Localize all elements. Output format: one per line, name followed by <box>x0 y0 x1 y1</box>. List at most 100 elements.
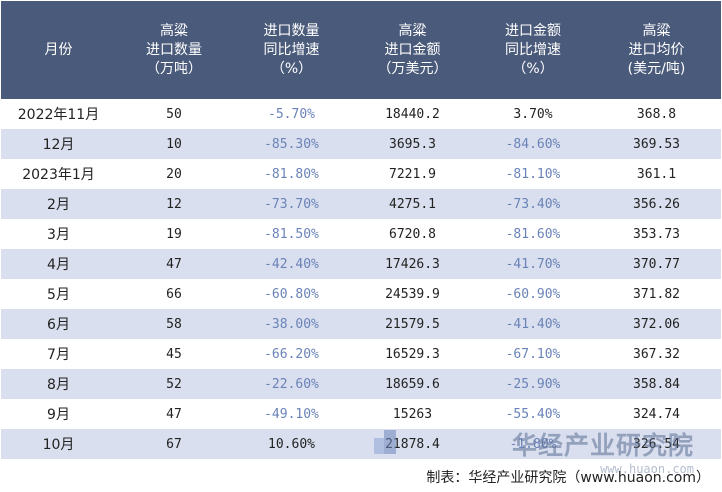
table-row: 8月 52 -22.60% 18659.6 -25.90% 358.84 <box>1 369 721 399</box>
cell-quantity-yoy: 10.60% <box>232 429 351 459</box>
cell-amount-yoy: -81.10% <box>474 159 592 189</box>
cell-import-amount: 17426.3 <box>351 249 474 279</box>
cell-month: 9月 <box>1 399 116 429</box>
cell-quantity-yoy: -81.80% <box>232 159 351 189</box>
header-amount-yoy: 进口金额 同比增速 （%） <box>474 1 592 99</box>
header-line: 高粱 <box>642 22 671 39</box>
cell-import-quantity: 66 <box>116 279 232 309</box>
cell-import-amount: 21579.5 <box>351 309 474 339</box>
cell-import-amount: 24539.9 <box>351 279 474 309</box>
cell-amount-yoy: -1.80% <box>474 429 592 459</box>
cell-quantity-yoy: -49.10% <box>232 399 351 429</box>
header-line: （万吨） <box>146 60 202 77</box>
header-average-price: 高粱 进口均价 (美元/吨) <box>592 1 721 99</box>
header-import-quantity: 高粱 进口数量 （万吨） <box>116 1 232 99</box>
header-line: 进口数量 <box>146 41 202 58</box>
table-row: 10月 67 10.60% 21878.4 -1.80% 326.54 <box>1 429 721 459</box>
cell-amount-yoy: -84.60% <box>474 129 592 159</box>
cell-import-amount: 4275.1 <box>351 189 474 219</box>
header-line: (美元/吨) <box>627 60 686 77</box>
cell-amount-yoy: -67.10% <box>474 339 592 369</box>
table-row: 2022年11月 50 -5.70% 18440.2 3.70% 368.8 <box>1 99 721 129</box>
cell-month: 2022年11月 <box>1 99 116 129</box>
cell-month: 2月 <box>1 189 116 219</box>
table-body: 2022年11月 50 -5.70% 18440.2 3.70% 368.8 12月 10 -8… <box>1 99 721 459</box>
cell-average-price: 353.73 <box>592 219 721 249</box>
table-row: 4月 47 -42.40% 17426.3 -41.70% 370.77 <box>1 249 721 279</box>
cell-quantity-yoy: -22.60% <box>232 369 351 399</box>
cell-import-amount: 7221.9 <box>351 159 474 189</box>
cell-month: 2023年1月 <box>1 159 116 189</box>
cell-quantity-yoy: -42.40% <box>232 249 351 279</box>
cell-import-quantity: 12 <box>116 189 232 219</box>
cell-import-quantity: 58 <box>116 309 232 339</box>
table-row: 12月 10 -85.30% 3695.3 -84.60% 369.53 <box>1 129 721 159</box>
cell-import-amount: 6720.8 <box>351 219 474 249</box>
cell-import-amount: 21878.4 <box>351 429 474 459</box>
table-row: 6月 58 -38.00% 21579.5 -41.40% 372.06 <box>1 309 721 339</box>
cell-quantity-yoy: -66.20% <box>232 339 351 369</box>
cell-import-quantity: 52 <box>116 369 232 399</box>
cell-import-quantity: 10 <box>116 129 232 159</box>
header-row: 月份 高粱 进口数量 （万吨） 进口数量 同比增速 （%） 高粱 进口金额 （万… <box>1 1 721 99</box>
cell-import-quantity: 47 <box>116 399 232 429</box>
cell-quantity-yoy: -38.00% <box>232 309 351 339</box>
cell-import-amount: 16529.3 <box>351 339 474 369</box>
table-row: 3月 19 -81.50% 6720.8 -81.60% 353.73 <box>1 219 721 249</box>
cell-import-amount: 3695.3 <box>351 129 474 159</box>
cell-amount-yoy: -55.40% <box>474 399 592 429</box>
cell-amount-yoy: -25.90% <box>474 369 592 399</box>
cell-quantity-yoy: -5.70% <box>232 99 351 129</box>
cell-average-price: 367.32 <box>592 339 721 369</box>
cell-import-quantity: 45 <box>116 339 232 369</box>
header-line: （%） <box>512 60 554 77</box>
header-line: （%） <box>270 60 313 77</box>
header-line: 高粱 <box>398 22 427 39</box>
table-row: 7月 45 -66.20% 16529.3 -67.10% 367.32 <box>1 339 721 369</box>
cell-average-price: 368.8 <box>592 99 721 129</box>
cell-import-quantity: 47 <box>116 249 232 279</box>
cell-month: 5月 <box>1 279 116 309</box>
cell-average-price: 361.1 <box>592 159 721 189</box>
cell-import-quantity: 19 <box>116 219 232 249</box>
cell-quantity-yoy: -85.30% <box>232 129 351 159</box>
header-line: 同比增速 <box>505 41 561 58</box>
cell-average-price: 371.82 <box>592 279 721 309</box>
cell-month: 7月 <box>1 339 116 369</box>
header-line: 高粱 <box>160 22 188 39</box>
cell-month: 10月 <box>1 429 116 459</box>
cell-quantity-yoy: -73.70% <box>232 189 351 219</box>
header-quantity-yoy: 进口数量 同比增速 （%） <box>232 1 351 99</box>
header-line: 进口数量 <box>263 22 320 39</box>
header-line: 同比增速 <box>263 41 320 58</box>
header-line: 进口金额 <box>505 22 561 39</box>
cell-amount-yoy: -60.90% <box>474 279 592 309</box>
cell-average-price: 326.54 <box>592 429 721 459</box>
cell-average-price: 370.77 <box>592 249 721 279</box>
header-month-line: 月份 <box>44 41 73 58</box>
cell-quantity-yoy: -60.80% <box>232 279 351 309</box>
cell-import-amount: 18659.6 <box>351 369 474 399</box>
cell-amount-yoy: 3.70% <box>474 99 592 129</box>
cell-month: 8月 <box>1 369 116 399</box>
cell-month: 4月 <box>1 249 116 279</box>
header-import-amount: 高粱 进口金额 （万美元） <box>351 1 474 99</box>
cell-average-price: 369.53 <box>592 129 721 159</box>
sorghum-import-table: 月份 高粱 进口数量 （万吨） 进口数量 同比增速 （%） 高粱 进口金额 （万… <box>1 1 721 459</box>
cell-amount-yoy: -73.40% <box>474 189 592 219</box>
cell-month: 3月 <box>1 219 116 249</box>
cell-import-amount: 18440.2 <box>351 99 474 129</box>
data-table-container: 月份 高粱 进口数量 （万吨） 进口数量 同比增速 （%） 高粱 进口金额 （万… <box>1 1 721 459</box>
table-source-footer: 制表：华经产业研究院（www.huaon.com） <box>426 470 710 486</box>
table-row: 5月 66 -60.80% 24539.9 -60.90% 371.82 <box>1 279 721 309</box>
cell-average-price: 358.84 <box>592 369 721 399</box>
cell-month: 12月 <box>1 129 116 159</box>
cell-average-price: 372.06 <box>592 309 721 339</box>
cell-amount-yoy: -41.40% <box>474 309 592 339</box>
table-row: 2023年1月 20 -81.80% 7221.9 -81.10% 361.1 <box>1 159 721 189</box>
header-month: 月份 <box>1 1 116 99</box>
cell-month: 6月 <box>1 309 116 339</box>
cell-average-price: 356.26 <box>592 189 721 219</box>
cell-import-quantity: 50 <box>116 99 232 129</box>
table-row: 9月 47 -49.10% 15263 -55.40% 324.74 <box>1 399 721 429</box>
